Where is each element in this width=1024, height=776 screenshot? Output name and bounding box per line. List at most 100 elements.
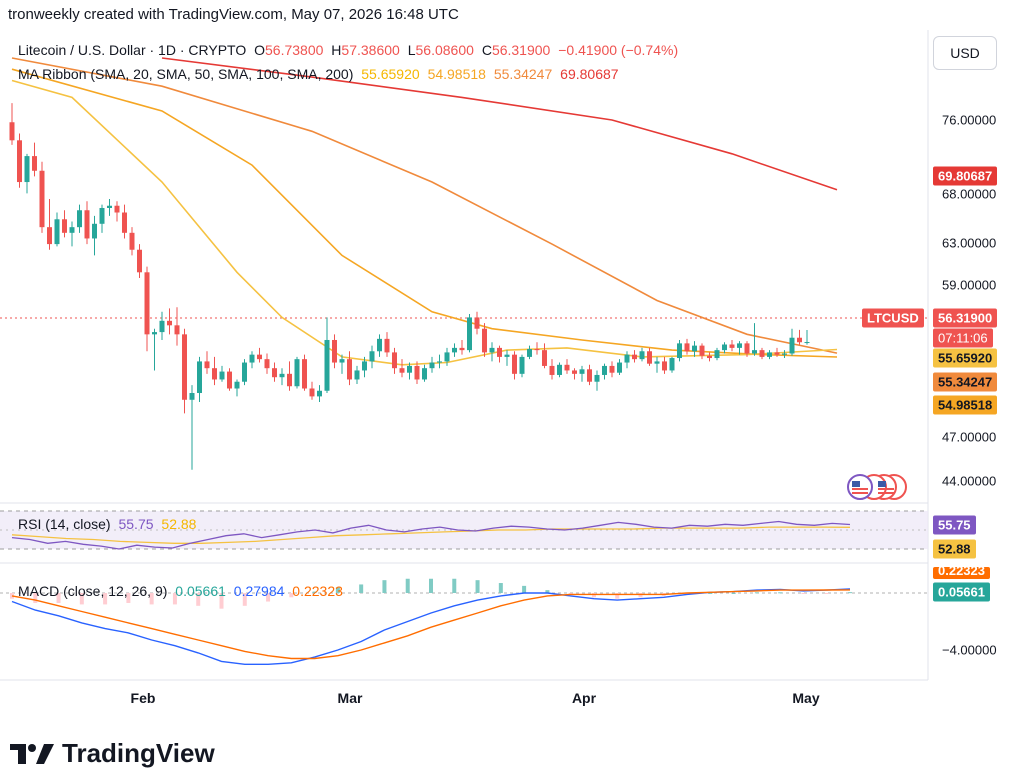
macd-hist-bar <box>149 593 154 605</box>
macd-hist-bar <box>801 593 806 594</box>
currency-button[interactable]: USD <box>933 36 997 70</box>
candle-body <box>317 390 322 397</box>
tradingview-brand[interactable]: TradingView <box>10 738 215 769</box>
candle-body <box>54 219 60 245</box>
candle-body <box>84 210 90 239</box>
candle-body <box>69 227 75 233</box>
candle-body <box>609 365 615 373</box>
candle-body <box>512 354 517 374</box>
candle-body <box>347 359 352 380</box>
candle-body <box>144 272 150 335</box>
candle-body <box>99 207 105 224</box>
candle-body <box>789 337 795 354</box>
price-tick: 44.00000 <box>942 473 997 489</box>
x-tick-apr: Apr <box>571 690 597 706</box>
candle-body <box>617 362 622 373</box>
candle-body <box>309 388 315 397</box>
candle-body <box>459 347 465 351</box>
price-tick: 59.00000 <box>942 277 997 293</box>
macd-hist-bar <box>172 593 177 605</box>
macd-hist-bar <box>405 578 410 593</box>
macd-hist-bar <box>196 593 201 606</box>
x-tick-may: May <box>792 690 820 706</box>
macd-hist-bar <box>33 593 38 603</box>
macd-hist-bar <box>522 585 527 593</box>
candle-body <box>32 156 37 171</box>
candle-body <box>489 347 495 353</box>
symbol-badge[interactable]: LTCUSD <box>862 308 924 328</box>
macd-hist-bar <box>335 587 340 593</box>
candle-body <box>654 361 660 364</box>
sma50-line <box>11 68 838 358</box>
candle-body <box>107 205 112 208</box>
macd-hist-bar <box>10 593 14 599</box>
ma-legend-v100: 55.34247 <box>493 66 553 82</box>
candle-body <box>699 345 705 356</box>
candle-body <box>707 355 712 359</box>
candle-body <box>9 122 15 141</box>
candle-body <box>302 359 307 389</box>
candle-body <box>369 351 375 362</box>
rsi-legend-value: 55.75 <box>118 516 154 532</box>
macd-hist-bar <box>638 593 643 598</box>
candle-body <box>557 364 562 375</box>
macd-hist-bar <box>824 593 829 594</box>
candle-body <box>197 361 202 394</box>
candle-body <box>482 328 487 353</box>
candle-body <box>234 381 240 389</box>
candle-body <box>332 339 337 363</box>
ma-ribbon <box>11 57 838 366</box>
candle-body <box>662 361 667 371</box>
macd-hist-bar <box>242 593 247 606</box>
candle-body <box>407 365 412 373</box>
candle-body <box>639 351 645 360</box>
macd-hist-bar <box>219 593 224 609</box>
candle-body <box>249 354 255 363</box>
ma-legend-label: MA Ribbon (SMA, 20, SMA, 50, SMA, 100, S… <box>18 66 354 82</box>
candle-body <box>579 369 585 374</box>
macd-hist-bar <box>615 593 620 599</box>
candles <box>9 103 810 470</box>
candle-body <box>774 352 780 355</box>
macd-hist-bar <box>429 578 433 593</box>
ohlc-open: O56.73800 <box>254 42 324 58</box>
macd-hist-bar <box>382 580 387 593</box>
candle-body <box>39 170 45 228</box>
candle-body <box>384 338 390 353</box>
candle-body <box>684 343 690 352</box>
candle-body <box>122 212 127 233</box>
price-tick: 68.00000 <box>942 186 997 202</box>
sma20-badge: 55.65920 <box>933 348 998 368</box>
candle-body <box>152 332 157 335</box>
candle-body <box>752 350 757 354</box>
macd-legend-macd: 0.27984 <box>233 583 285 599</box>
candle-body <box>542 350 547 366</box>
candle-body <box>587 369 592 382</box>
candle-body <box>362 361 367 371</box>
macd-legend: MACD (close, 12, 26, 9) 0.05661 0.27984 … <box>18 583 347 599</box>
candle-body <box>92 223 97 239</box>
macd-signal-line <box>11 589 851 660</box>
candle-body <box>594 374 600 382</box>
macd-hist-bar <box>708 593 713 594</box>
macd-hist-bar <box>56 593 61 603</box>
candle-body <box>167 320 172 326</box>
candle-body <box>669 358 675 371</box>
economic-events-icon[interactable] <box>838 472 918 502</box>
candle-body <box>212 368 217 380</box>
macd-hist-bar <box>79 593 84 605</box>
last-price-badge: 56.31900 <box>933 308 998 328</box>
candle-body <box>549 365 555 375</box>
rsi-ma-line <box>11 526 851 544</box>
candle-body <box>257 354 262 360</box>
candle-body <box>114 205 120 213</box>
macd-histogram <box>10 578 852 609</box>
candle-body <box>339 359 345 363</box>
candle-body <box>24 156 30 183</box>
macd-hist-bar <box>289 593 294 598</box>
macd-hist-bar <box>591 593 596 598</box>
tradingview-logo-icon <box>10 743 54 764</box>
candle-body <box>219 371 225 380</box>
symbol-legend: Litecoin / U.S. Dollar · 1D · CRYPTO O56… <box>18 42 682 58</box>
sma100-line <box>11 57 838 354</box>
